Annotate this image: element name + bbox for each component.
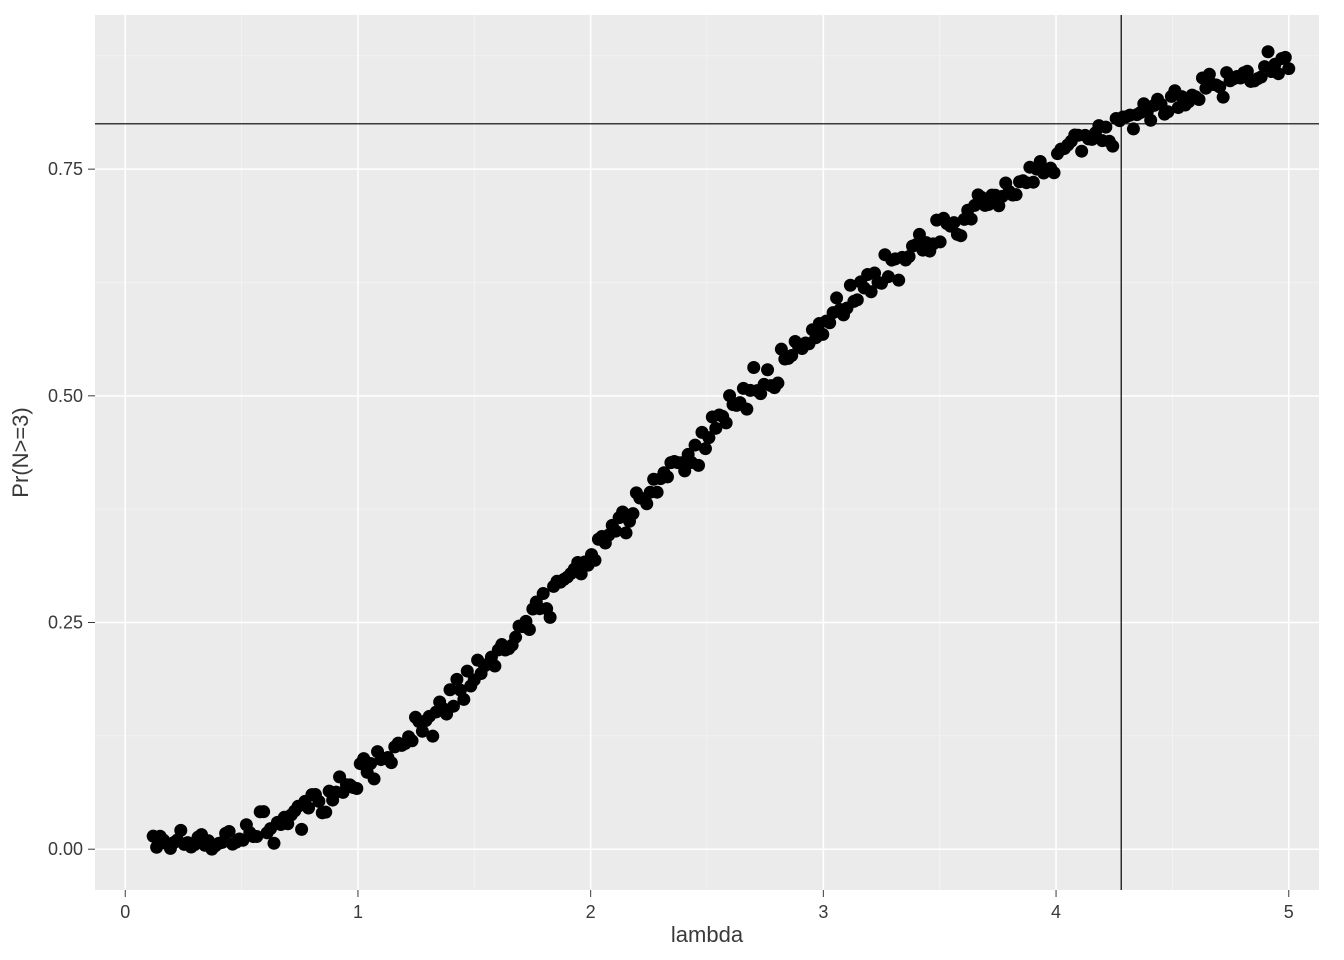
y-axis-title: Pr(N>=3): [8, 407, 33, 497]
x-tick-label: 1: [353, 902, 363, 922]
x-tick-label: 5: [1284, 902, 1294, 922]
chart-svg: 0 1 2 3 4 5 0.00 0.25 0.50 0.75 lambda Pr(N>=3): [0, 0, 1344, 960]
x-axis-title: lambda: [671, 922, 744, 947]
x-tick-label: 4: [1051, 902, 1061, 922]
y-tick-label: 0.00: [48, 839, 83, 859]
y-tick-label: 0.25: [48, 613, 83, 633]
scatter-chart: 0 1 2 3 4 5 0.00 0.25 0.50 0.75 lambda Pr(N>=3): [0, 0, 1344, 960]
x-tick-label: 2: [586, 902, 596, 922]
y-tick-label: 0.75: [48, 159, 83, 179]
x-tick-label: 3: [818, 902, 828, 922]
x-tick-label: 0: [120, 902, 130, 922]
y-tick-label: 0.50: [48, 386, 83, 406]
